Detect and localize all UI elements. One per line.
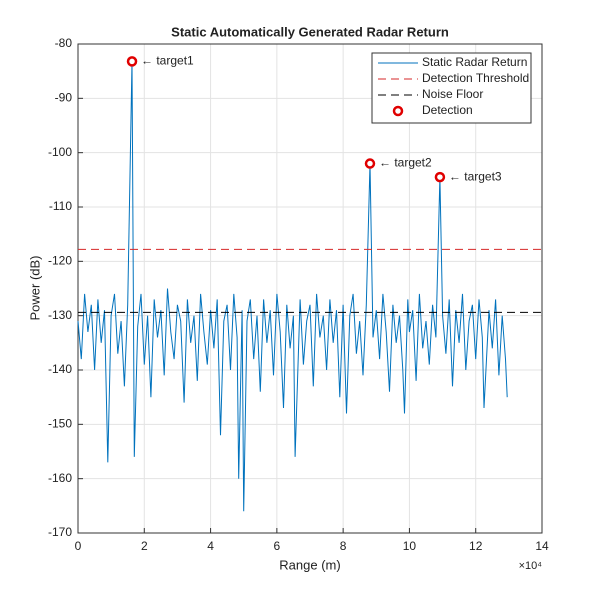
x-tick-label: 0	[75, 539, 82, 553]
x-axis-label: Range (m)	[279, 557, 340, 572]
legend-label: Detection	[422, 103, 473, 117]
x-tick-label: 8	[340, 539, 347, 553]
detection-marker	[434, 171, 446, 183]
y-tick-label: -150	[48, 417, 72, 431]
detection-marker	[364, 158, 376, 169]
data-line	[77, 61, 508, 512]
y-tick-label: -110	[49, 199, 72, 213]
x-tick-label: 14	[535, 539, 549, 553]
chart-title: Static Automatically Generated Radar Ret…	[171, 24, 449, 39]
x-tick-label: 4	[207, 539, 214, 553]
y-tick-label: -170	[48, 525, 72, 539]
legend-symbol	[392, 105, 404, 117]
y-tick-label: -140	[48, 362, 72, 376]
x-exponent-label: ×10⁴	[519, 560, 543, 572]
y-tick-label: -160	[48, 471, 72, 485]
y-tick-label: -130	[48, 308, 72, 322]
y-axis-label: Power (dB)	[27, 255, 42, 320]
x-tick-label: 2	[141, 539, 148, 553]
x-tick-label: 6	[274, 539, 281, 553]
y-tick-label: -90	[55, 91, 73, 105]
legend-label: Noise Floor	[422, 87, 483, 101]
annotation: ← target1	[141, 54, 194, 68]
detection-marker	[126, 56, 138, 67]
x-tick-label: 12	[469, 539, 483, 553]
annotation: ← target2	[379, 156, 432, 170]
plot-frame	[77, 43, 543, 534]
legend-label: Static Radar Return	[422, 55, 527, 69]
x-tick-label: 10	[403, 539, 417, 553]
y-tick-label: -100	[48, 145, 72, 159]
annotation: ← target3	[449, 169, 502, 183]
y-tick-label: -120	[48, 254, 72, 268]
legend-label: Detection Threshold	[422, 71, 529, 85]
y-tick-label: -80	[55, 36, 73, 50]
